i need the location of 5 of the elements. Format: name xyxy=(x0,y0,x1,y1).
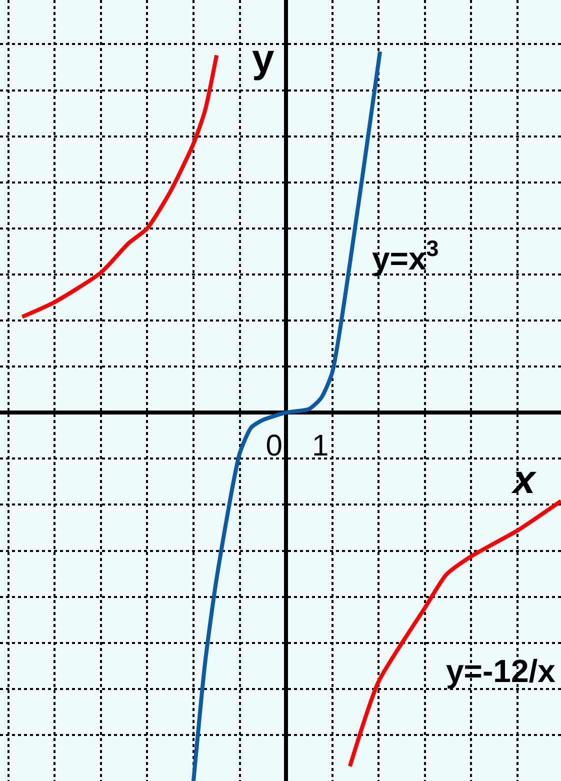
x-tick-label: 0 xyxy=(266,430,282,463)
x-tick-label: 1 xyxy=(312,430,329,463)
series-label: y=-12/x xyxy=(446,653,556,689)
x-axis-title: x xyxy=(511,458,537,502)
y-axis-title: y xyxy=(252,37,275,81)
